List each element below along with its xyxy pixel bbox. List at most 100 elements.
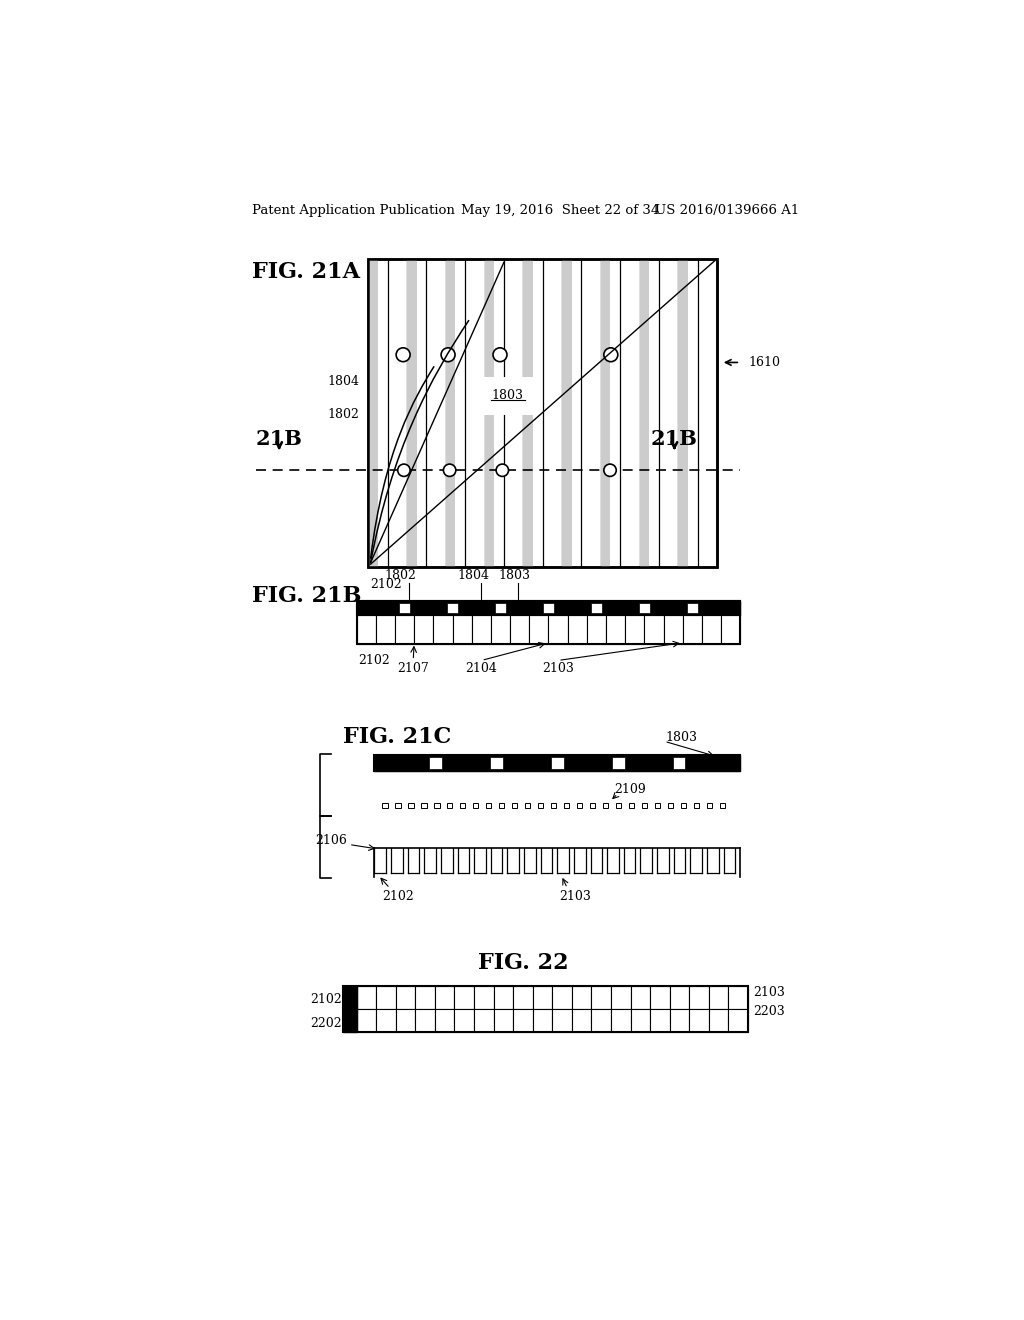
Bar — [592, 986, 611, 1010]
Bar — [445, 259, 456, 566]
Bar — [640, 259, 649, 566]
Bar — [375, 755, 740, 771]
Text: May 19, 2016  Sheet 22 of 34: May 19, 2016 Sheet 22 of 34 — [461, 205, 659, 218]
Bar — [486, 803, 492, 808]
Bar — [709, 1010, 728, 1032]
Bar — [455, 1010, 474, 1032]
Text: 2107: 2107 — [397, 663, 429, 675]
Bar — [728, 1010, 748, 1032]
Bar — [356, 601, 740, 615]
Text: 2102: 2102 — [382, 890, 414, 903]
Text: FIG. 21C: FIG. 21C — [343, 726, 452, 748]
Bar — [668, 803, 673, 808]
Bar — [639, 603, 650, 614]
Bar — [395, 1010, 416, 1032]
Text: 1803: 1803 — [498, 569, 530, 582]
Text: 1804: 1804 — [327, 375, 359, 388]
Bar — [525, 803, 530, 808]
Circle shape — [397, 465, 410, 477]
Bar — [510, 615, 529, 644]
Bar — [562, 259, 571, 566]
Bar — [395, 986, 416, 1010]
Text: FIG. 21B: FIG. 21B — [252, 585, 361, 607]
Bar — [626, 615, 644, 644]
Bar — [356, 615, 376, 644]
Bar — [538, 803, 544, 808]
Bar — [474, 1010, 494, 1032]
Bar — [571, 986, 592, 1010]
Bar — [474, 986, 494, 1010]
Bar — [693, 803, 699, 808]
Text: US 2016/0139666 A1: US 2016/0139666 A1 — [655, 205, 800, 218]
Bar — [447, 803, 453, 808]
Bar — [707, 803, 712, 808]
Bar — [460, 803, 466, 808]
Bar — [529, 615, 549, 644]
Bar — [687, 603, 697, 614]
Text: 2106: 2106 — [315, 834, 347, 847]
Bar — [416, 986, 435, 1010]
Bar — [356, 1010, 376, 1032]
Bar — [399, 603, 410, 614]
Bar — [382, 803, 388, 808]
Text: 1610: 1610 — [748, 356, 780, 370]
Bar — [606, 615, 626, 644]
Bar — [369, 259, 378, 566]
Bar — [664, 615, 683, 644]
Bar — [414, 615, 433, 644]
Bar — [683, 615, 701, 644]
Bar — [435, 1010, 455, 1032]
Bar — [421, 803, 427, 808]
Text: 2202: 2202 — [310, 1016, 342, 1030]
Bar — [603, 803, 608, 808]
Text: 1802: 1802 — [327, 408, 359, 421]
Bar — [490, 615, 510, 644]
Text: 2102: 2102 — [358, 655, 390, 668]
Text: 2109: 2109 — [614, 783, 646, 796]
Bar — [720, 803, 725, 808]
Circle shape — [493, 348, 507, 362]
Circle shape — [441, 348, 455, 362]
Bar — [495, 603, 506, 614]
Bar — [532, 1010, 552, 1032]
Bar — [407, 259, 417, 566]
Bar — [356, 601, 740, 615]
Bar — [590, 803, 595, 808]
Bar — [369, 259, 717, 566]
Bar — [673, 756, 685, 770]
Bar — [549, 615, 567, 644]
Bar — [689, 986, 709, 1010]
Bar — [499, 803, 505, 808]
Text: 2203: 2203 — [754, 1005, 785, 1018]
Bar — [642, 803, 647, 808]
Text: 2102: 2102 — [370, 578, 401, 591]
Bar — [721, 615, 740, 644]
Bar — [395, 803, 400, 808]
Bar — [343, 986, 748, 1032]
Bar — [416, 1010, 435, 1032]
Bar — [513, 986, 532, 1010]
Circle shape — [396, 348, 410, 362]
Bar — [577, 803, 583, 808]
Bar — [356, 986, 376, 1010]
Bar — [376, 986, 395, 1010]
Bar — [356, 601, 740, 644]
Text: Patent Application Publication: Patent Application Publication — [252, 205, 455, 218]
Bar — [472, 615, 490, 644]
Bar — [650, 986, 670, 1010]
Bar — [644, 615, 664, 644]
Circle shape — [604, 348, 617, 362]
Circle shape — [443, 465, 456, 477]
Bar — [494, 986, 513, 1010]
Bar — [433, 615, 453, 644]
Bar — [551, 803, 556, 808]
Text: 21B: 21B — [256, 429, 302, 449]
Bar — [369, 259, 717, 566]
Text: FIG. 22: FIG. 22 — [478, 952, 568, 974]
Text: 2103: 2103 — [560, 890, 592, 903]
Bar — [435, 986, 455, 1010]
Bar — [654, 803, 660, 808]
Bar — [552, 1010, 571, 1032]
Bar — [728, 986, 748, 1010]
Bar — [611, 986, 631, 1010]
